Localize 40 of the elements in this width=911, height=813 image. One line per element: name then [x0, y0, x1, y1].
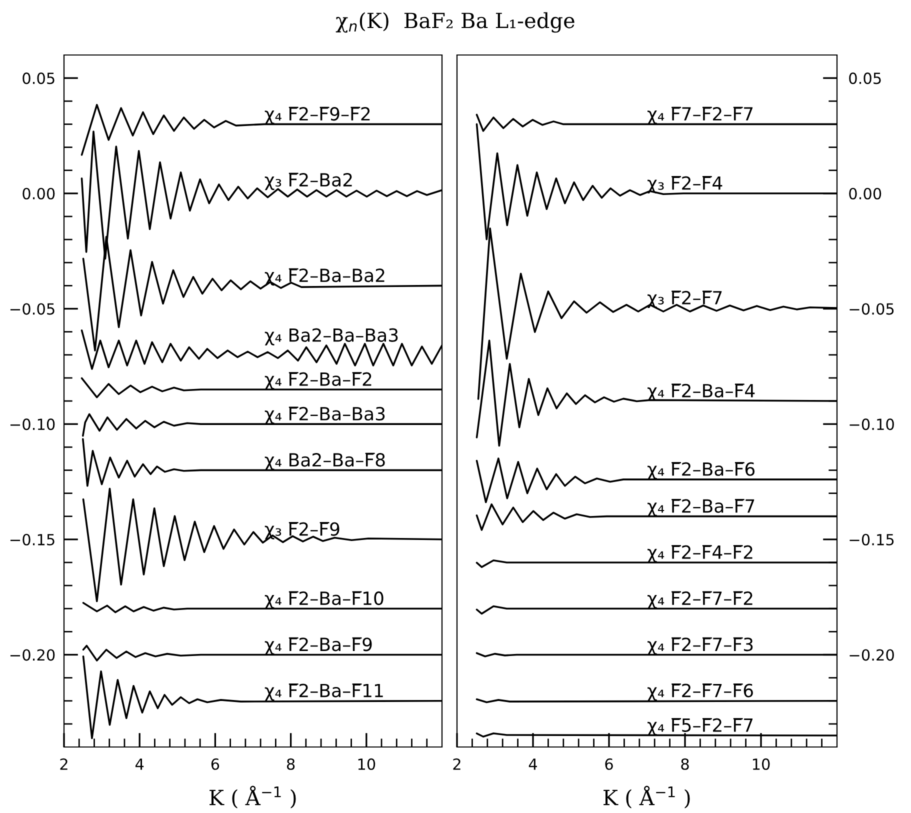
series-label: χ₃ F̅2–Ba2	[264, 172, 352, 190]
series-label: χ₄ F̅2–F̅9–F̅2	[264, 106, 370, 124]
y-tick-label: −0.10	[10, 418, 55, 430]
series-label: χ₄ F̅2–Ba–Ba3	[264, 406, 385, 424]
x-tick-label: 8	[286, 758, 295, 770]
series-label: χ₄ Ba2–Ba–F̅8	[264, 452, 385, 470]
x-tick-label: 2	[60, 758, 68, 770]
x-tick-label: 4	[528, 758, 538, 770]
x-tick-label: 10	[358, 758, 376, 770]
series-label: χ₄ F̅2–Ba–F̅2	[264, 372, 372, 390]
x-tick-label: 8	[681, 758, 689, 770]
y-tick-label: −0.05	[10, 303, 54, 315]
x-axis-title: K ( Å$^{−1}$ )	[210, 786, 296, 808]
series-label: χ₄ F̅2–Ba–F̅11	[264, 683, 383, 701]
chart-title: χ$_{n}$(K) BaF₂ Ba L₁-edge	[336, 12, 574, 33]
x-tick-label: 6	[605, 758, 613, 770]
series-label: χ₄ F̅2–Ba–F̅10	[264, 591, 384, 609]
series-label: χ₄ F̅2–F̅7–F̅6	[648, 683, 753, 701]
y2-tick-label: 0.00	[849, 188, 882, 200]
series-label: χ₄ F̅2–F̅7–F̅2	[648, 591, 752, 609]
x-axis-title: K ( Å$^{−1}$ )	[604, 786, 690, 808]
y2-tick-label: −0.20	[850, 649, 894, 661]
y-tick-label: −0.15	[10, 534, 54, 546]
series-label: χ₄ Ba2–Ba–Ba3	[264, 328, 398, 346]
series-label: χ₄ F̅2–F̅4–F̅2	[648, 545, 752, 562]
y2-tick-label: 0.05	[849, 72, 881, 84]
x-tick-label: 10	[752, 758, 770, 770]
x-tick-label: 4	[135, 758, 144, 770]
y-tick-label: 0.05	[22, 72, 54, 84]
x-tick-label: 2	[453, 758, 460, 770]
y2-tick-label: −0.15	[850, 534, 894, 546]
y2-tick-label: −0.05	[850, 303, 894, 315]
series-label: χ₄ F̅7–F̅2–F̅7	[648, 106, 753, 124]
x-tick-label: 6	[211, 758, 220, 770]
y2-tick-label: −0.10	[850, 418, 894, 430]
y-tick-label: 0.00	[22, 188, 55, 200]
series-label: χ₄ F̅2–F̅7–F̅3	[648, 637, 753, 655]
series-label: χ₃ F̅2–F̅9	[264, 522, 340, 540]
series-label: χ₄ F̅2–Ba–F̅9	[264, 637, 372, 655]
y-tick-label: −0.20	[10, 649, 55, 661]
